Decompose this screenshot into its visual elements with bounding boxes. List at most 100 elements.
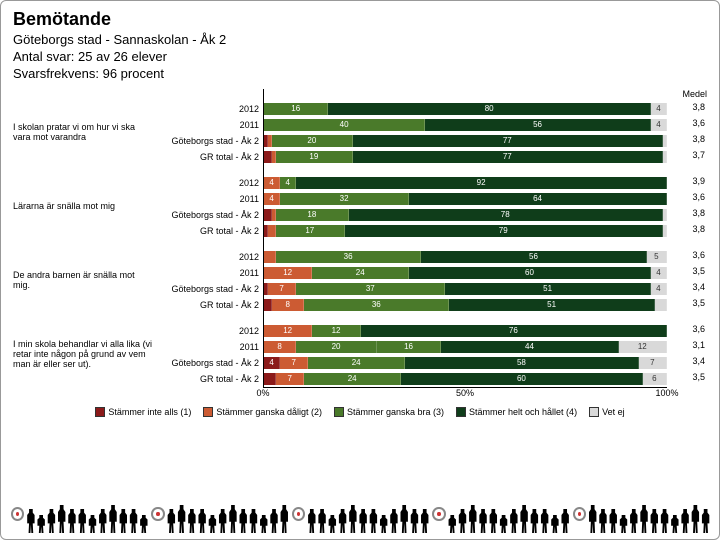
bar-segment: 4 — [264, 193, 280, 205]
legend-swatch — [334, 407, 344, 417]
bar-segment: 77 — [353, 135, 663, 147]
legend-swatch — [456, 407, 466, 417]
person-silhouette — [530, 509, 539, 533]
person-silhouette — [369, 509, 378, 533]
legend-label: Vet ej — [602, 407, 625, 417]
person-silhouette — [379, 515, 388, 533]
row-label: 2012 — [153, 249, 263, 265]
chart-area: I skolan pratar vi om hur vi ska vara mo… — [13, 89, 707, 387]
person-silhouette — [609, 509, 618, 533]
bar-segment: 4 — [264, 177, 280, 189]
bar-segment: 5 — [647, 251, 667, 263]
axis-tick: 50% — [456, 388, 474, 398]
person-silhouette — [239, 509, 248, 533]
medel-value: 3,6 — [667, 115, 707, 131]
question-text: Lärarna är snälla mot mig — [13, 175, 153, 239]
row-label: 2012 — [153, 323, 263, 339]
legend-label: Stämmer inte alls (1) — [108, 407, 191, 417]
person-silhouette — [328, 515, 337, 533]
question-text: I min skola behandlar vi alla lika (vi r… — [13, 323, 153, 387]
bar-segment — [663, 151, 667, 163]
person-silhouette — [269, 509, 278, 533]
person-silhouette — [208, 515, 217, 533]
person-silhouette — [410, 509, 419, 533]
question-text: De andra barnen är snälla mot mig. — [13, 249, 153, 313]
bar-segment: 80 — [328, 103, 650, 115]
questions-column: I skolan pratar vi om hur vi ska vara mo… — [13, 89, 153, 387]
bar-row: 36565 — [264, 249, 667, 265]
target-icon — [151, 507, 164, 521]
bar-segment — [264, 251, 276, 263]
footer-silhouette — [9, 499, 711, 533]
person-silhouette — [359, 509, 368, 533]
person-silhouette — [680, 509, 689, 533]
bar-segment — [264, 299, 272, 311]
bar-segment: 12 — [312, 325, 360, 337]
bar-segment: 16 — [264, 103, 328, 115]
bar-segment — [268, 225, 276, 237]
medel-value: 3,6 — [667, 247, 707, 263]
page-title: Bemötande — [13, 9, 707, 30]
row-label: 2011 — [153, 339, 263, 355]
bars-column: 1680440564207719774492432641878177936565… — [263, 89, 667, 387]
person-silhouette — [639, 505, 648, 533]
legend-item: Stämmer inte alls (1) — [95, 407, 191, 417]
medel-column: Medel 3,83,63,83,73,93,63,83,83,63,53,43… — [667, 89, 707, 387]
medel-value: 3,6 — [667, 321, 707, 337]
bar-segment — [663, 225, 667, 237]
row-label: Göteborgs stad - Åk 2 — [153, 281, 263, 297]
medel-value: 3,8 — [667, 99, 707, 115]
row-label: 2011 — [153, 191, 263, 207]
bar-segment: 37 — [296, 283, 445, 295]
person-silhouette — [540, 509, 549, 533]
person-silhouette — [108, 505, 117, 533]
bar-segment: 77 — [353, 151, 663, 163]
row-labels-column: 20122011Göteborgs stad - Åk 2GR total - … — [153, 89, 263, 387]
person-silhouette — [47, 509, 56, 533]
target-icon — [432, 507, 445, 521]
bar-segment: 6 — [643, 373, 667, 385]
axis-row: 0%50%100% — [13, 387, 707, 401]
medel-value: 3,7 — [667, 147, 707, 163]
legend-item: Stämmer ganska dåligt (2) — [203, 407, 322, 417]
bar-segment: 20 — [296, 341, 377, 353]
bar-row: 820164412 — [264, 339, 667, 355]
report-page: Bemötande Göteborgs stad - Sannaskolan -… — [0, 0, 720, 540]
person-silhouette — [519, 505, 528, 533]
bar-segment: 64 — [409, 193, 667, 205]
person-silhouette — [420, 509, 429, 533]
person-silhouette — [259, 515, 268, 533]
bar-segment: 92 — [296, 177, 667, 189]
bar-segment: 7 — [639, 357, 667, 369]
medel-value: 3,8 — [667, 205, 707, 221]
legend-label: Stämmer ganska dåligt (2) — [216, 407, 322, 417]
row-label: Göteborgs stad - Åk 2 — [153, 355, 263, 371]
bar-segment: 19 — [276, 151, 353, 163]
legend-item: Stämmer ganska bra (3) — [334, 407, 444, 417]
bar-segment: 56 — [421, 251, 647, 263]
person-silhouette — [670, 515, 679, 533]
person-silhouette — [88, 515, 97, 533]
bar-segment: 40 — [264, 119, 425, 131]
medel-value: 3,9 — [667, 173, 707, 189]
bar-segment: 51 — [445, 283, 651, 295]
medel-value: 3,8 — [667, 131, 707, 147]
row-label: GR total - Åk 2 — [153, 149, 263, 165]
x-axis: 0%50%100% — [263, 387, 667, 401]
row-label: 2011 — [153, 265, 263, 281]
bar-segment — [264, 151, 272, 163]
medel-value: 3,4 — [667, 279, 707, 295]
person-silhouette — [218, 509, 227, 533]
person-silhouette — [619, 515, 628, 533]
medel-value: 3,5 — [667, 295, 707, 311]
person-silhouette — [400, 505, 409, 533]
person-silhouette — [249, 509, 258, 533]
person-silhouette — [691, 505, 700, 533]
medel-value: 3,1 — [667, 337, 707, 353]
person-silhouette — [198, 509, 207, 533]
row-label: 2012 — [153, 175, 263, 191]
bar-segment: 16 — [377, 341, 441, 353]
bar-segment: 4 — [651, 283, 667, 295]
person-silhouette — [139, 515, 148, 533]
person-silhouette — [448, 515, 457, 533]
